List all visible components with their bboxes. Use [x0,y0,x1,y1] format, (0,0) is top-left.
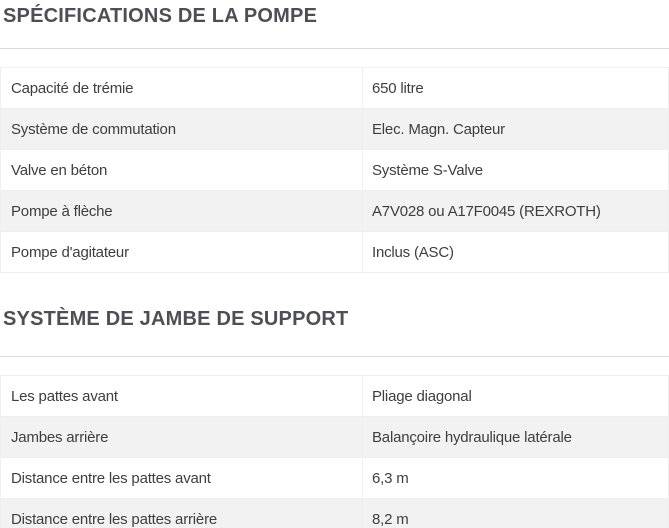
table-row: Pompe d'agitateur Inclus (ASC) [0,231,669,273]
spec-label: Système de commutation [0,108,363,150]
spec-label: Jambes arrière [0,416,363,458]
section-divider [0,356,669,357]
spec-value: A7V028 ou A17F0045 (REXROTH) [362,190,669,232]
table-row: Système de commutation Elec. Magn. Capte… [0,108,669,150]
spec-value: Inclus (ASC) [362,231,669,273]
section-divider [0,48,669,49]
spec-value: Elec. Magn. Capteur [362,108,669,150]
table-row: Les pattes avant Pliage diagonal [0,375,669,417]
section-pump-specifications: SPÉCIFICATIONS DE LA POMPE Capacité de t… [0,4,669,273]
section-title-pump-specifications: SPÉCIFICATIONS DE LA POMPE [3,5,318,27]
table-row: Capacité de trémie 650 litre [0,67,669,109]
spec-label: Distance entre les pattes arrière [0,498,363,528]
spec-label: Pompe d'agitateur [0,231,363,273]
spec-label: Distance entre les pattes avant [0,457,363,499]
spec-value: 6,3 m [362,457,669,499]
spec-label: Capacité de trémie [0,67,363,109]
spec-value: 8,2 m [362,498,669,528]
table-row: Valve en béton Système S-Valve [0,149,669,191]
spec-label: Les pattes avant [0,375,363,417]
table-row: Distance entre les pattes arrière 8,2 m [0,498,669,528]
spec-value: Pliage diagonal [362,375,669,417]
support-leg-spec-table: Les pattes avant Pliage diagonal Jambes … [0,375,669,528]
spec-value: 650 litre [362,67,669,109]
section-title-support-leg-system: SYSTÈME DE JAMBE DE SUPPORT [3,308,349,330]
spec-value: Balançoire hydraulique latérale [362,416,669,458]
pump-spec-table: Capacité de trémie 650 litre Système de … [0,67,669,273]
section-support-leg-system: SYSTÈME DE JAMBE DE SUPPORT Les pattes a… [0,307,669,528]
table-row: Distance entre les pattes avant 6,3 m [0,457,669,499]
spec-label: Valve en béton [0,149,363,191]
table-row: Jambes arrière Balançoire hydraulique la… [0,416,669,458]
table-row: Pompe à flèche A7V028 ou A17F0045 (REXRO… [0,190,669,232]
spec-label: Pompe à flèche [0,190,363,232]
spec-value: Système S-Valve [362,149,669,191]
